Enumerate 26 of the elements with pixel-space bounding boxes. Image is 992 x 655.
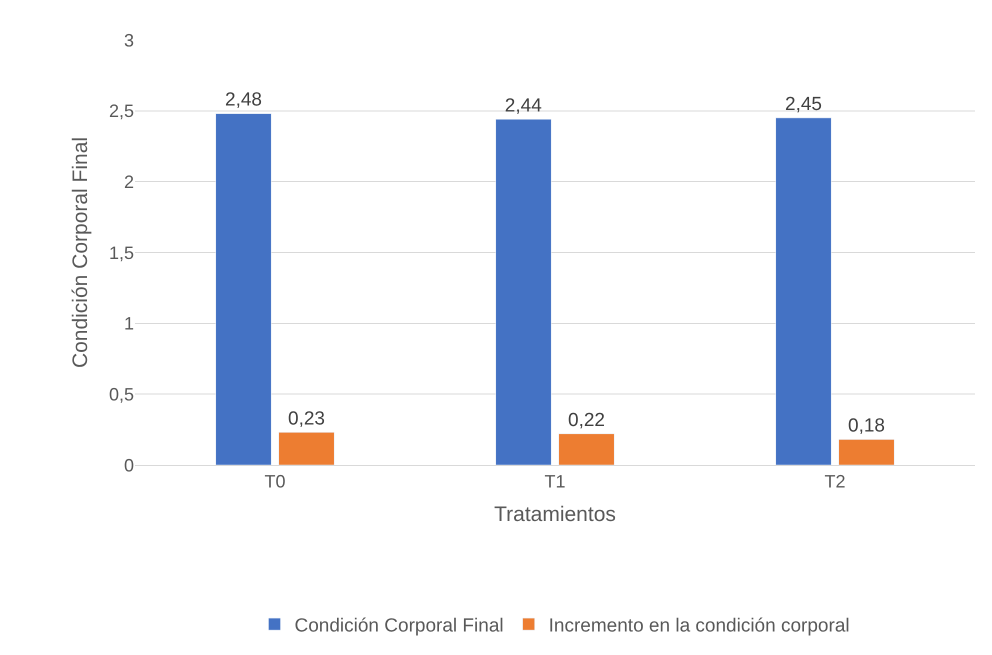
x-tick-label: T2 [824,472,846,492]
data-label: 0,23 [288,408,325,430]
y-tick-label: 3 [124,30,134,50]
y-axis-title: Condición Corporal Final [69,136,92,368]
data-label: 2,45 [785,94,822,115]
bar [216,113,272,465]
bar [558,434,614,465]
y-tick-label: 1,5 [108,242,134,263]
y-tick-label: 0 [124,455,134,476]
legend-label: Condición Corporal Final [294,616,504,637]
bar [838,439,894,465]
bar [496,119,552,465]
y-tick-label: 2,5 [108,101,134,122]
y-tick-label: 1 [124,314,134,334]
data-label: 2,44 [504,95,542,116]
data-label: 2,48 [225,90,262,111]
legend-label: Incremento en la condición corporal [548,616,850,637]
x-axis-title: Tratamientos [494,502,616,526]
x-tick-label: T0 [264,472,286,492]
data-label: 0,18 [848,416,885,436]
bar [278,432,334,465]
bar [776,118,832,465]
x-tick-label: T1 [544,472,566,492]
y-tick-label: 0,5 [108,384,134,404]
data-label: 0,22 [568,410,605,431]
y-tick-label: 2 [124,172,134,192]
